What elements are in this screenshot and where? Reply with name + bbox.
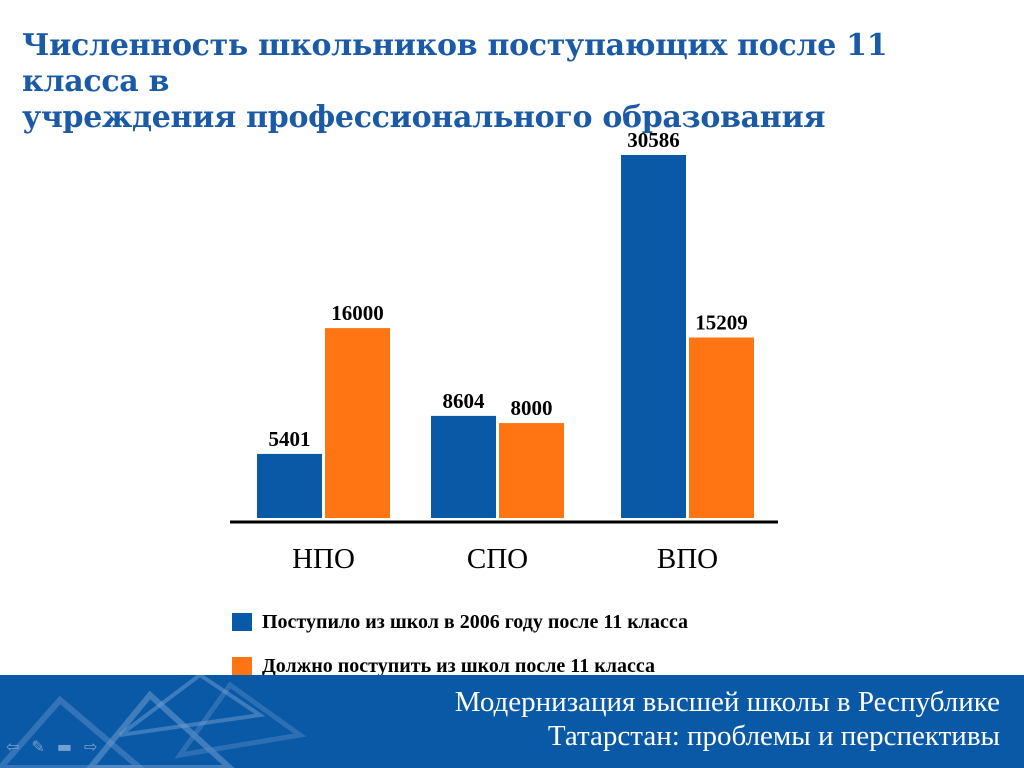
data-label-2-3: 15209 [695,310,748,334]
bar-chart: 5401 16000 НПО 8604 8000 СПО 30586 15209 ВПО [230,128,778,575]
slideshow-nav: ⇦ ✎ ▬ ⇨ [6,737,97,756]
footer-line2: Татарстан: проблемы и перспективы [547,720,1000,752]
legend-item-series-1: Поступило из школ в 2006 году после 11 к… [232,600,688,644]
data-label-2-1: 16000 [331,301,384,325]
menu-icon[interactable]: ▬ [56,737,72,756]
bar-1-2 [431,415,496,518]
forward-icon[interactable]: ⇨ [83,737,98,756]
footer-banner: ⇦ ✎ ▬ ⇨ Модернизация высшей школы в Респ… [0,675,1024,768]
chart-legend: Поступило из школ в 2006 году после 11 к… [232,600,688,688]
data-label-1-3: 30586 [627,128,680,152]
bar-2-2 [499,423,564,518]
footer-line1: Модернизация высшей школы в Республике [454,686,1000,718]
category-label-2: СПО [467,543,528,575]
triangle-logo-decoration [0,675,307,768]
slide-title: Численность школьников поступающих после… [22,28,1002,136]
bar-1-1 [257,453,322,518]
legend-label-series-1: Поступило из школ в 2006 году после 11 к… [262,610,688,633]
data-label-2-2: 8000 [511,396,553,420]
legend-item-series-2: Должно поступить из школ после 11 класса [232,644,688,688]
data-label-1-2: 8604 [443,389,486,413]
data-label-1-1: 5401 [269,427,311,451]
category-label-1: НПО [292,543,355,575]
legend-swatch-series-1 [232,613,252,631]
bar-1-3 [621,155,686,518]
pen-icon[interactable]: ✎ [31,737,45,756]
slide-title-line1: Численность школьников поступающих после… [22,28,888,99]
legend-swatch-series-2 [232,657,252,675]
bar-2-3 [689,337,754,518]
category-label-3: ВПО [657,543,718,575]
footer-text: Модернизация высшей школы в Республике Т… [455,685,1000,753]
bar-2-1 [325,328,390,518]
back-icon[interactable]: ⇦ [6,737,20,756]
legend-label-series-2: Должно поступить из школ после 11 класса [262,654,655,677]
slide-title-line2: учреждения профессионального образования [22,100,826,135]
